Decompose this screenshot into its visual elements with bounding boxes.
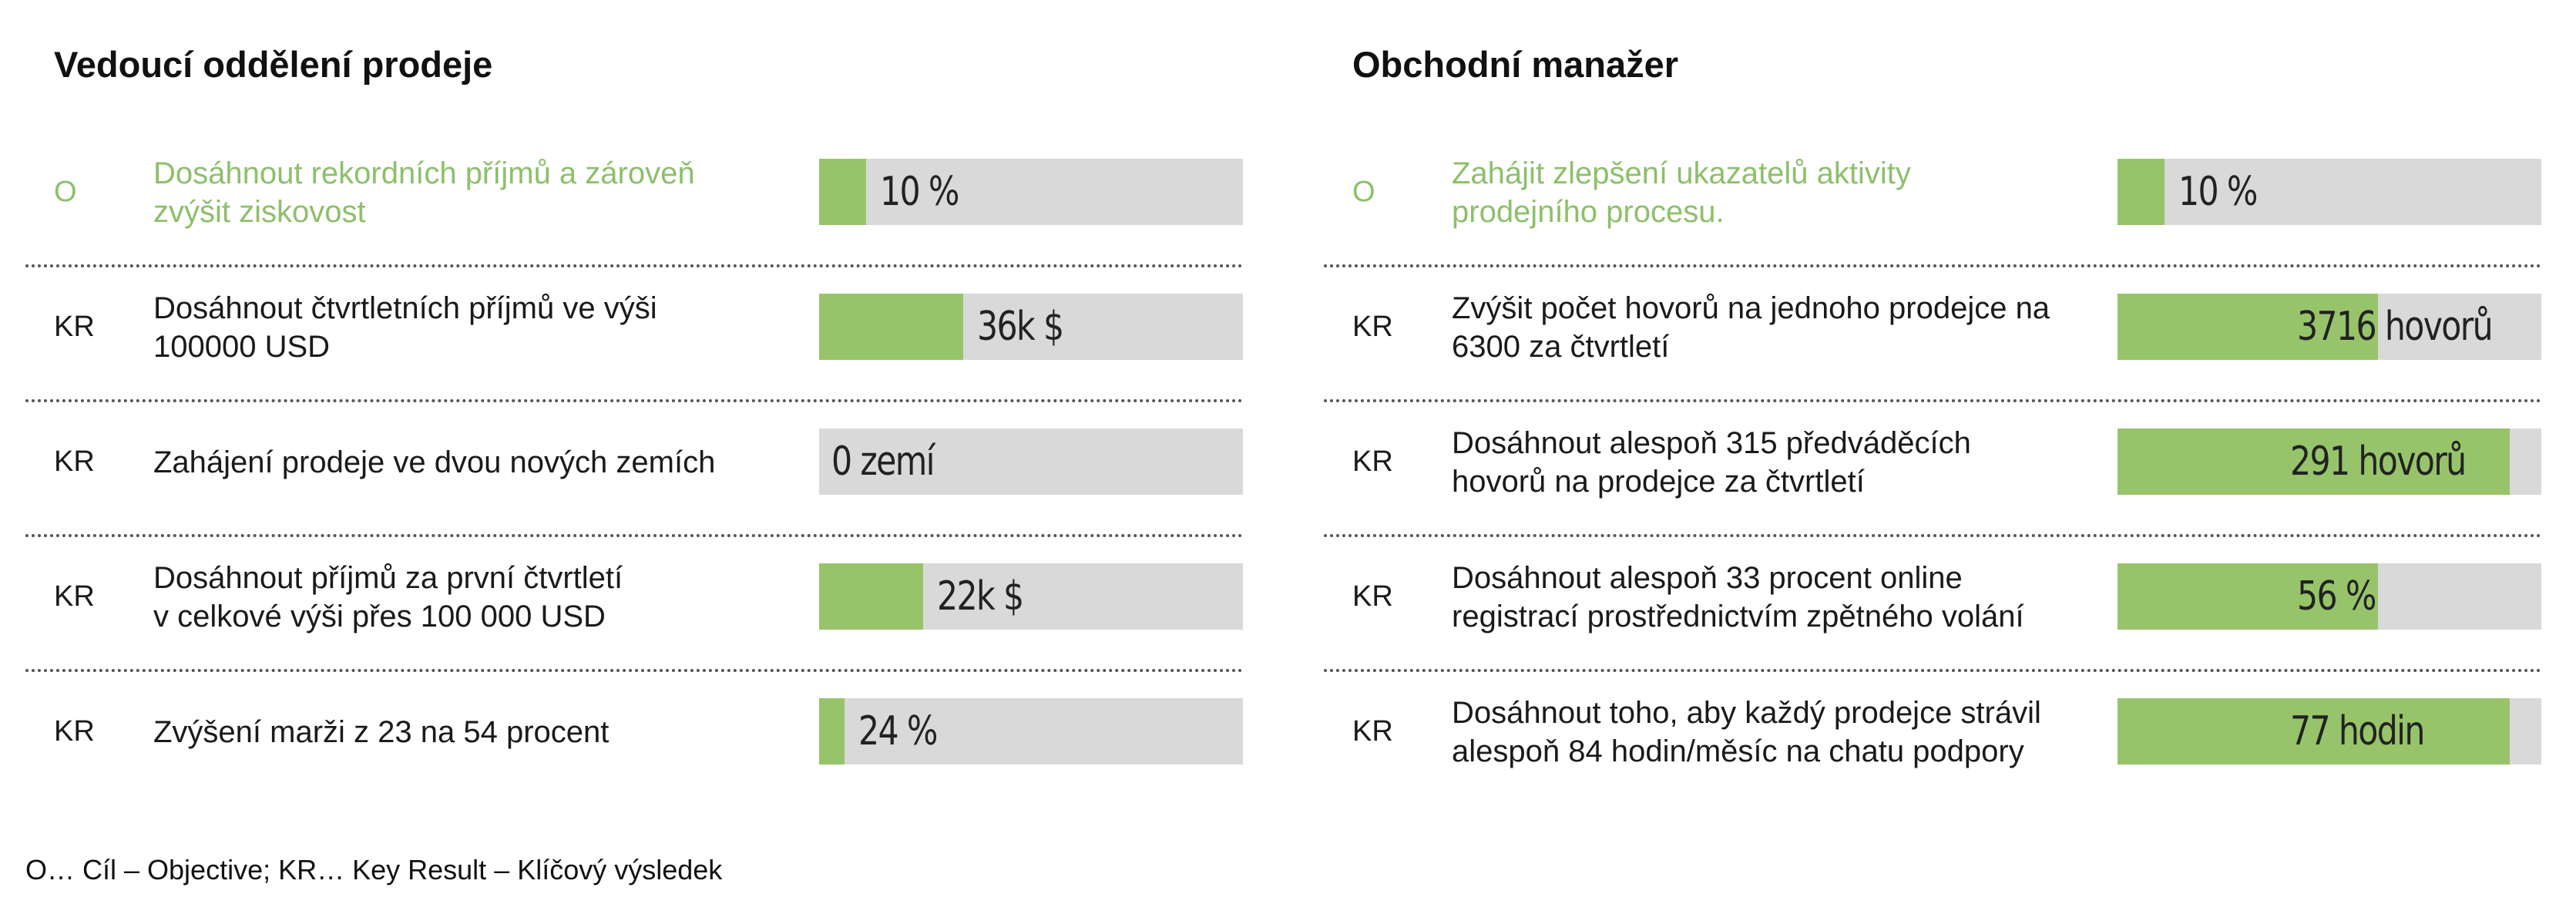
progress-value-label: 291 hovorů — [2290, 439, 2467, 485]
row-description: Zvýšení marži z 23 na 54 procent — [153, 665, 831, 798]
key-result-row: KR Dosáhnout čtvrtletních příjmů ve výši 1… — [25, 260, 1243, 394]
row-tag: KR — [54, 715, 95, 748]
key-result-row: KR Zahájení prodeje ve dvou nových zemích… — [25, 395, 1243, 529]
progress-value-label: 24 % — [858, 708, 938, 754]
row-description: Dosáhnout příjmů za první čtvrtletí v cel… — [153, 530, 831, 664]
row-tag: KR — [1352, 445, 1393, 478]
row-tag: KR — [1352, 580, 1393, 613]
row-description: Dosáhnout toho, aby každý prodejce stráv… — [1452, 665, 2130, 798]
progress-bar-track: 56 % — [2118, 563, 2541, 630]
row-divider — [25, 669, 1243, 672]
row-description: Dosáhnout rekordních příjmů a zároveň zvý… — [153, 126, 831, 259]
okr-panel-sales-head: Vedoucí oddělení prodeje O Dosáhnout reko… — [25, 0, 1266, 817]
description-line: Zahájit zlepšení ukazatelů aktivity — [1452, 156, 1911, 190]
panel-title: Obchodní manažer — [1352, 44, 1679, 85]
row-tag: KR — [54, 580, 95, 613]
row-divider — [25, 264, 1243, 267]
row-description: Dosáhnout čtvrtletních příjmů ve výši 100… — [153, 260, 831, 394]
row-tag: KR — [54, 311, 95, 343]
description-line: Dosáhnout rekordních příjmů a zároveň — [153, 156, 695, 190]
progress-bar-fill — [2118, 159, 2165, 225]
description-line: Zahájení prodeje ve dvou nových zemích — [153, 445, 716, 479]
description-line: Dosáhnout toho, aby každý prodejce stráv… — [1452, 695, 2041, 730]
description-line: Zvýšení marži z 23 na 54 procent — [153, 714, 610, 749]
description-line: hovorů na prodejce za čtvrtletí — [1452, 464, 1865, 499]
description-line: prodejního procesu. — [1452, 194, 1725, 229]
objective-row: O Zahájit zlepšení ukazatelů aktivity prod… — [1324, 126, 2541, 259]
description-line: Dosáhnout čtvrtletních příjmů ve výši — [153, 291, 657, 325]
progress-bar-fill — [819, 563, 923, 630]
progress-bar-fill — [2118, 698, 2510, 765]
progress-value-label: 3716 hovorů — [2297, 304, 2494, 350]
progress-value-label: 10 % — [2178, 169, 2258, 215]
legend-footnote: O… Cíl – Objective; KR… Key Result – Klí… — [25, 854, 723, 886]
row-description: Zahájení prodeje ve dvou nových zemích — [153, 395, 831, 529]
progress-bar-track: 3716 hovorů — [2118, 294, 2541, 360]
progress-bar-track: 0 zemí — [819, 428, 1243, 495]
progress-value-label: 77 hodin — [2290, 708, 2425, 754]
panel-title: Vedoucí oddělení prodeje — [54, 44, 493, 85]
row-description: Dosáhnout alespoň 33 procent online regis… — [1452, 530, 2130, 664]
row-tag: O — [54, 176, 77, 208]
okr-panel-sales-manager: Obchodní manažer O Zahájit zlepšení ukaza… — [1324, 0, 2564, 817]
row-divider — [1324, 669, 2541, 672]
key-result-row: KR Dosáhnout alespoň 315 předváděcích hovo… — [1324, 395, 2541, 529]
description-line: Zvýšit počet hovorů na jednoho prodejce … — [1452, 291, 2050, 325]
key-result-row: KR Zvýšit počet hovorů na jednoho prodejc… — [1324, 260, 2541, 394]
row-divider — [1324, 534, 2541, 537]
row-tag: O — [1352, 176, 1375, 208]
row-tag: KR — [1352, 311, 1393, 343]
progress-bar-fill — [2118, 563, 2378, 630]
progress-bar-track: 24 % — [819, 698, 1243, 765]
progress-bar-track: 291 hovorů — [2118, 428, 2541, 495]
objective-row: O Dosáhnout rekordních příjmů a zároveň zv… — [25, 126, 1243, 259]
row-divider — [1324, 399, 2541, 402]
progress-bar-track: 22k $ — [819, 563, 1243, 630]
row-divider — [25, 534, 1243, 537]
row-tag: KR — [1352, 715, 1393, 748]
row-divider — [1324, 264, 2541, 267]
progress-bar-track: 10 % — [2118, 159, 2541, 225]
progress-value-label: 22k $ — [937, 573, 1024, 620]
progress-bar-fill — [819, 159, 866, 225]
key-result-row: KR Dosáhnout alespoň 33 procent online reg… — [1324, 530, 2541, 664]
progress-bar-track: 36k $ — [819, 294, 1243, 360]
description-line: alespoň 84 hodin/měsíc na chatu podpory — [1452, 734, 2024, 768]
progress-bar-track: 10 % — [819, 159, 1243, 225]
description-line: v celkové výši přes 100 000 USD — [153, 599, 606, 633]
progress-bar-track: 77 hodin — [2118, 698, 2541, 765]
progress-value-label: 10 % — [880, 169, 959, 215]
row-description: Zvýšit počet hovorů na jednoho prodejce … — [1452, 260, 2130, 394]
description-line: zvýšit ziskovost — [153, 194, 366, 229]
description-line: Dosáhnout alespoň 315 předváděcích — [1452, 425, 1971, 460]
progress-bar-fill — [819, 294, 963, 360]
progress-value-label: 56 % — [2297, 573, 2376, 620]
progress-bar-fill — [2118, 294, 2378, 360]
progress-value-label: 0 zemí — [831, 439, 935, 485]
row-description: Dosáhnout alespoň 315 předváděcích hovorů… — [1452, 395, 2130, 529]
description-line: 6300 za čtvrtletí — [1452, 329, 1670, 364]
row-description: Zahájit zlepšení ukazatelů aktivity prode… — [1452, 126, 2130, 259]
progress-bar-fill — [2118, 428, 2510, 495]
key-result-row: KR Dosáhnout toho, aby každý prodejce str… — [1324, 665, 2541, 798]
progress-bar-fill — [819, 698, 845, 765]
key-result-row: KR Dosáhnout příjmů za první čtvrtletí v c… — [25, 530, 1243, 664]
description-line: 100000 USD — [153, 329, 331, 364]
description-line: Dosáhnout alespoň 33 procent online — [1452, 560, 1963, 595]
key-result-row: KR Zvýšení marži z 23 na 54 procent 24 % — [25, 665, 1243, 798]
row-tag: KR — [54, 445, 95, 478]
description-line: registrací prostřednictvím zpětného volá… — [1452, 599, 2024, 633]
description-line: Dosáhnout příjmů za první čtvrtletí — [153, 560, 623, 595]
row-divider — [25, 399, 1243, 402]
progress-value-label: 36k $ — [977, 304, 1064, 350]
